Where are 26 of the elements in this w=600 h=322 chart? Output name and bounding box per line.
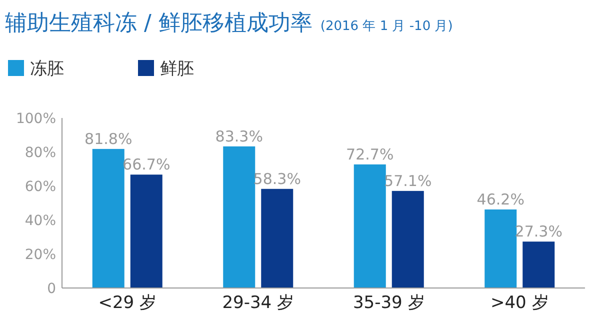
chart-title: 辅助生殖科冻 / 鲜胚移植成功率 [5,11,312,36]
chart-subtitle: (2016 年 1 月 -10 月) [320,19,453,34]
bar [92,148,124,288]
bar [354,164,386,288]
legend-label: 冻胚 [30,59,64,79]
y-tick-label: 60% [24,179,56,195]
y-tick-label: 0 [47,281,56,297]
x-tick-label: 29-34 岁 [222,293,294,313]
data-label: 72.7% [346,145,394,164]
x-tick-label: >40 岁 [490,293,549,313]
bar [261,188,294,288]
bar [522,242,555,288]
x-tick-label: <29 岁 [98,293,157,313]
x-tick-label: 35-39 岁 [352,293,425,313]
y-tick-label: 80% [24,145,56,161]
data-label: 81.8% [84,130,132,148]
bar [223,146,256,288]
y-tick-label: 20% [24,247,56,263]
bar [484,209,517,288]
y-tick-label: 40% [24,213,56,229]
data-label: 46.2% [476,190,524,208]
legend-label: 鲜胚 [160,59,194,79]
bar [130,174,162,288]
y-tick-label: 100% [16,111,56,127]
bar [392,190,424,288]
data-label: 83.3% [215,127,263,146]
